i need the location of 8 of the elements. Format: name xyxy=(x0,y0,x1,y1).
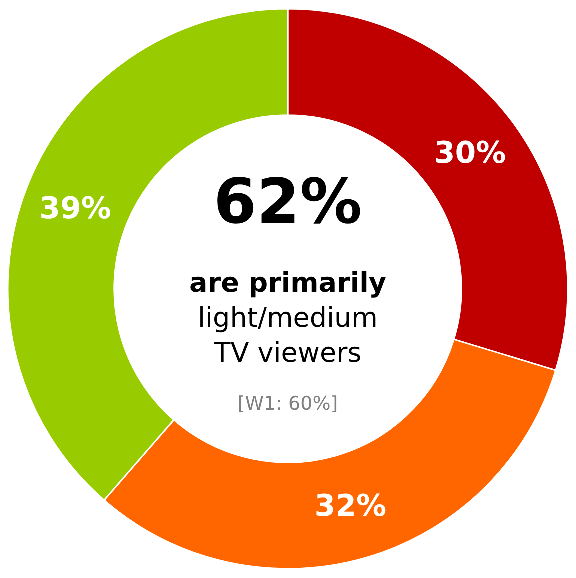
text: TV viewers xyxy=(213,338,362,369)
text: light/medium xyxy=(198,303,378,334)
data-label: 32% xyxy=(314,488,387,524)
data-label: 39% xyxy=(40,192,112,227)
data-label: 30% xyxy=(434,136,506,171)
text: [W1: 60%] xyxy=(238,393,338,415)
text: 62% xyxy=(214,165,362,238)
text: are primarily xyxy=(190,268,387,299)
